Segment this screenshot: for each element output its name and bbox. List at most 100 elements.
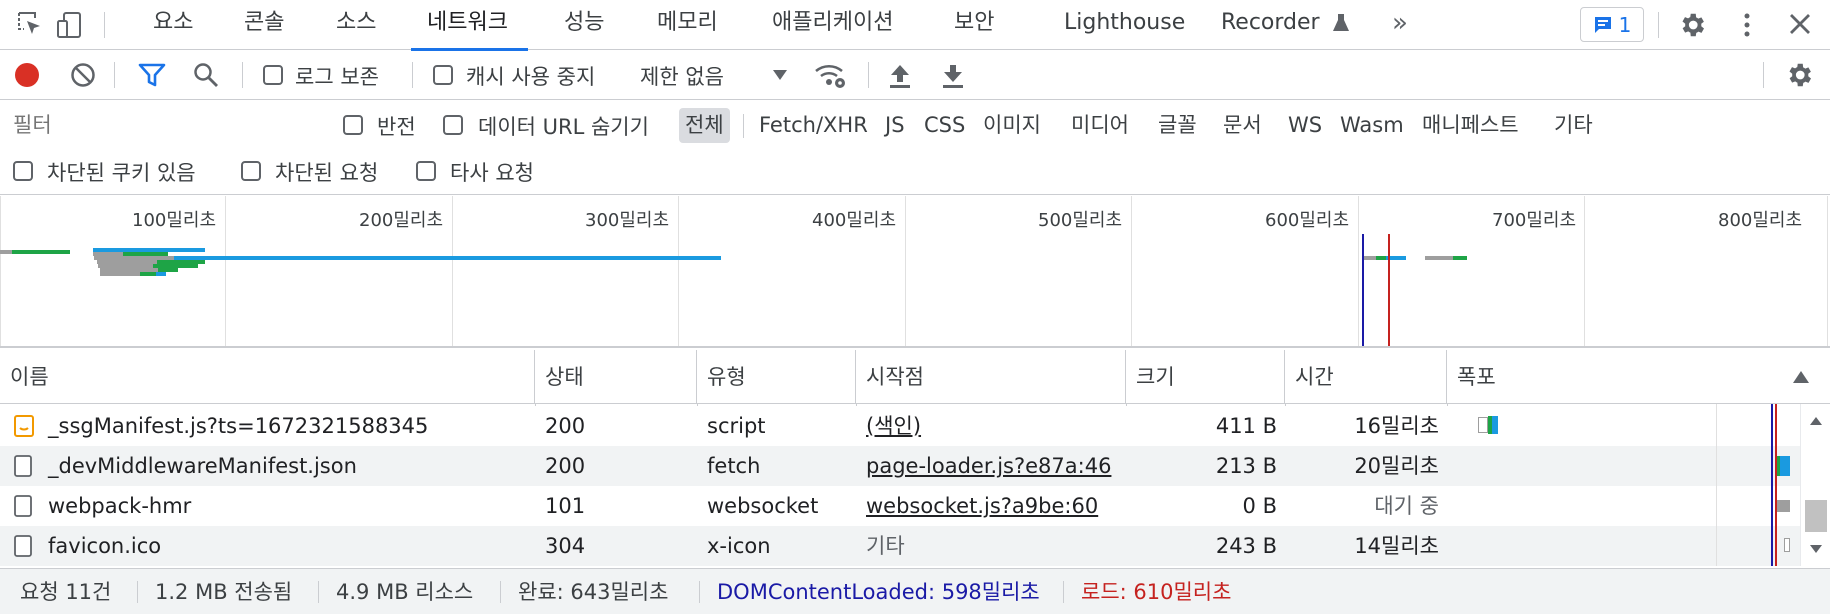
scroll-up-icon[interactable] xyxy=(1809,416,1823,426)
type-filter-media[interactable]: 미디어 xyxy=(1071,113,1129,137)
overview-tick: 500밀리초 xyxy=(1038,210,1123,231)
inspect-element-icon[interactable] xyxy=(16,10,44,38)
tab-console[interactable]: 콘솔 xyxy=(244,10,285,35)
overview-tick: 400밀리초 xyxy=(812,210,897,231)
filter-input[interactable] xyxy=(7,107,317,143)
record-button[interactable] xyxy=(14,62,40,88)
request-time: 14밀리초 xyxy=(1354,534,1439,558)
type-filter-ws[interactable]: WS xyxy=(1288,113,1323,137)
document-file-icon xyxy=(14,535,32,557)
table-row[interactable]: _devMiddlewareManifest.json 200 fetch pa… xyxy=(0,446,1800,486)
request-initiator-link[interactable]: (색인) xyxy=(866,414,922,438)
request-size: 0 B xyxy=(1242,494,1277,518)
disable-cache-label: 캐시 사용 중지 xyxy=(466,65,596,89)
type-filter-other[interactable]: 기타 xyxy=(1554,113,1593,137)
network-overview-timeline[interactable]: 100밀리초 200밀리초 300밀리초 400밀리초 500밀리초 600밀리… xyxy=(0,196,1830,348)
table-row[interactable]: webpack-hmr 101 websocket websocket.js?a… xyxy=(0,486,1800,526)
request-size: 411 B xyxy=(1215,414,1277,438)
overview-tick: 700밀리초 xyxy=(1492,210,1577,231)
disable-cache-checkbox[interactable] xyxy=(433,65,453,85)
filter-funnel-icon[interactable] xyxy=(138,62,166,88)
network-conditions-icon[interactable] xyxy=(814,60,846,90)
column-header-waterfall[interactable]: 폭포 xyxy=(1457,365,1496,389)
type-filter-wasm[interactable]: Wasm xyxy=(1340,113,1404,137)
column-header-type[interactable]: 유형 xyxy=(697,350,856,404)
tab-application[interactable]: 애플리케이션 xyxy=(772,10,894,35)
column-header-time[interactable]: 시간 xyxy=(1285,350,1447,404)
tab-network[interactable]: 네트워크 xyxy=(411,0,528,51)
scroll-down-icon[interactable] xyxy=(1809,544,1823,554)
sort-ascending-icon[interactable] xyxy=(1792,370,1810,384)
import-har-icon[interactable] xyxy=(887,61,913,89)
request-initiator-link[interactable]: websocket.js?a9be:60 xyxy=(866,494,1099,518)
issues-badge[interactable]: 1 xyxy=(1580,7,1644,42)
type-filter-fetch-xhr[interactable]: Fetch/XHR xyxy=(759,113,868,137)
hide-data-urls-checkbox[interactable] xyxy=(443,115,463,135)
hide-data-urls-label: 데이터 URL 숨기기 xyxy=(478,115,649,139)
network-settings-gear-icon[interactable] xyxy=(1784,60,1814,90)
settings-gear-icon[interactable] xyxy=(1677,10,1707,40)
table-row[interactable]: _ssgManifest.js?ts=1672321588345 200 scr… xyxy=(0,406,1800,446)
waterfall-load-line xyxy=(1775,404,1777,566)
table-scrollbar[interactable] xyxy=(1800,404,1830,566)
export-har-icon[interactable] xyxy=(940,61,966,89)
tab-security[interactable]: 보안 xyxy=(954,10,995,35)
third-party-label: 타사 요청 xyxy=(450,161,534,185)
type-filter-js[interactable]: JS xyxy=(885,113,905,137)
summary-domcontentloaded: DOMContentLoaded: 598밀리초 xyxy=(717,580,1040,604)
request-type: x-icon xyxy=(707,534,771,558)
clear-icon[interactable] xyxy=(70,62,96,88)
column-header-initiator[interactable]: 시작점 xyxy=(856,350,1126,404)
request-type: script xyxy=(707,414,766,438)
close-devtools-icon[interactable] xyxy=(1788,12,1812,36)
type-filter-all[interactable]: 전체 xyxy=(679,108,730,143)
overview-tick: 100밀리초 xyxy=(132,210,217,231)
network-toolbar: 로그 보존 캐시 사용 중지 제한 없음 xyxy=(0,50,1830,100)
table-row[interactable]: favicon.ico 304 x-icon 기타 243 B 14밀리초 xyxy=(0,526,1800,566)
scrollbar-thumb[interactable] xyxy=(1805,500,1827,532)
tab-elements[interactable]: 요소 xyxy=(153,10,194,35)
type-filter-css[interactable]: CSS xyxy=(924,113,966,137)
tab-sources[interactable]: 소스 xyxy=(336,10,377,35)
type-filter-image[interactable]: 이미지 xyxy=(983,113,1041,137)
search-icon[interactable] xyxy=(193,62,219,88)
preserve-log-checkbox[interactable] xyxy=(263,65,283,85)
requests-table-header: 이름 상태 유형 시작점 크기 시간 폭포 xyxy=(0,350,1830,404)
filter-bar: 반전 데이터 URL 숨기기 전체 Fetch/XHR JS CSS 이미지 미… xyxy=(0,100,1830,150)
waterfall-bar xyxy=(1780,456,1790,476)
request-time: 대기 중 xyxy=(1374,494,1439,518)
tab-memory[interactable]: 메모리 xyxy=(657,10,718,35)
request-time: 20밀리초 xyxy=(1354,454,1439,478)
blocked-cookies-checkbox[interactable] xyxy=(13,161,33,181)
summary-transferred: 1.2 MB 전송됨 xyxy=(155,580,293,604)
tab-lighthouse[interactable]: Lighthouse xyxy=(1064,10,1186,35)
blocked-requests-label: 차단된 요청 xyxy=(275,161,379,185)
column-header-status[interactable]: 상태 xyxy=(535,350,697,404)
tab-recorder-label: Recorder xyxy=(1221,10,1320,35)
third-party-checkbox[interactable] xyxy=(416,161,436,181)
script-file-icon xyxy=(14,415,34,437)
device-toolbar-icon[interactable] xyxy=(55,10,85,40)
type-filter-manifest[interactable]: 매니페스트 xyxy=(1422,113,1519,137)
waterfall-domcontentloaded-line xyxy=(1771,404,1773,566)
column-header-size[interactable]: 크기 xyxy=(1126,350,1285,404)
blocked-requests-checkbox[interactable] xyxy=(241,161,261,181)
more-options-icon[interactable] xyxy=(1737,12,1757,38)
waterfall-bar xyxy=(1478,417,1488,433)
overview-tick: 300밀리초 xyxy=(585,210,670,231)
invert-checkbox[interactable] xyxy=(343,115,363,135)
type-filter-doc[interactable]: 문서 xyxy=(1223,113,1262,137)
more-tabs-icon[interactable]: » xyxy=(1392,8,1408,38)
request-time: 16밀리초 xyxy=(1354,414,1439,438)
request-name: _devMiddlewareManifest.json xyxy=(48,454,357,478)
overview-tick: 200밀리초 xyxy=(359,210,444,231)
column-header-name[interactable]: 이름 xyxy=(0,350,535,404)
waterfall-bar xyxy=(1776,500,1790,512)
tab-performance[interactable]: 성능 xyxy=(564,10,605,35)
throttling-dropdown-icon[interactable] xyxy=(772,69,788,81)
load-marker xyxy=(1388,234,1390,346)
throttling-select[interactable]: 제한 없음 xyxy=(640,65,724,89)
type-filter-font[interactable]: 글꼴 xyxy=(1158,113,1197,137)
tab-recorder[interactable]: Recorder xyxy=(1221,0,1349,50)
request-initiator-link[interactable]: page-loader.js?e87a:46 xyxy=(866,454,1112,478)
